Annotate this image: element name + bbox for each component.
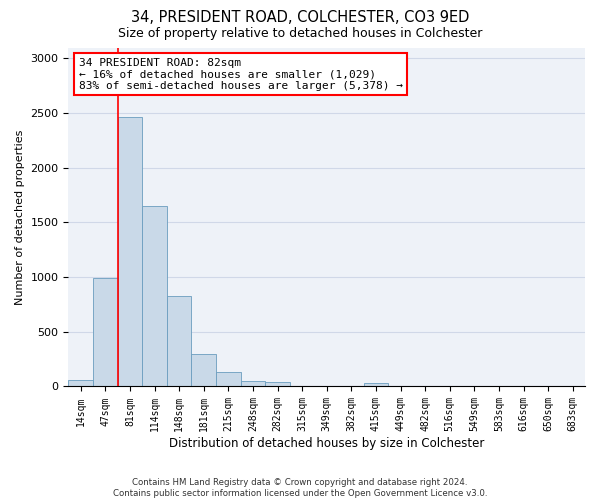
Bar — [364, 383, 388, 386]
Bar — [93, 278, 118, 386]
X-axis label: Distribution of detached houses by size in Colchester: Distribution of detached houses by size … — [169, 437, 484, 450]
Bar — [216, 372, 241, 386]
Bar — [241, 381, 265, 386]
Bar — [68, 380, 93, 386]
Text: Contains HM Land Registry data © Crown copyright and database right 2024.
Contai: Contains HM Land Registry data © Crown c… — [113, 478, 487, 498]
Text: Size of property relative to detached houses in Colchester: Size of property relative to detached ho… — [118, 28, 482, 40]
Text: 34 PRESIDENT ROAD: 82sqm
← 16% of detached houses are smaller (1,029)
83% of sem: 34 PRESIDENT ROAD: 82sqm ← 16% of detach… — [79, 58, 403, 91]
Bar — [191, 354, 216, 386]
Bar — [142, 206, 167, 386]
Y-axis label: Number of detached properties: Number of detached properties — [15, 130, 25, 304]
Text: 34, PRESIDENT ROAD, COLCHESTER, CO3 9ED: 34, PRESIDENT ROAD, COLCHESTER, CO3 9ED — [131, 10, 469, 25]
Bar — [265, 382, 290, 386]
Bar — [118, 118, 142, 386]
Bar — [167, 296, 191, 386]
